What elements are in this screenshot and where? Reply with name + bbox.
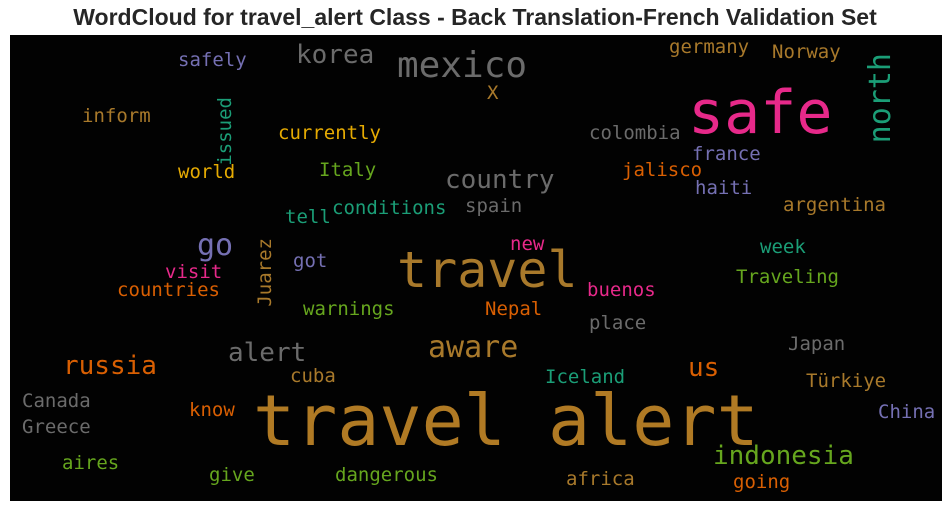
word-colombia: colombia: [589, 122, 681, 144]
word-spain: spain: [465, 195, 523, 217]
word-cuba: cuba: [290, 365, 336, 387]
word-know: know: [189, 399, 235, 421]
word-go: go: [197, 228, 234, 263]
word-haiti: haiti: [695, 177, 753, 199]
word-argentina: argentina: [783, 194, 886, 216]
word-alert: alert: [228, 338, 307, 368]
word-week: week: [760, 236, 806, 258]
word-indonesia: indonesia: [713, 441, 854, 471]
word-korea: korea: [296, 40, 375, 70]
word-travel: travel: [397, 241, 578, 299]
word-visit: visit: [165, 261, 223, 283]
word-aires: aires: [62, 452, 120, 474]
word-traveling: Traveling: [736, 266, 839, 288]
word-cloud-canvas: travel alert travel safe mexico aware country…: [10, 35, 942, 501]
word-t-rkiye: Türkiye: [806, 370, 887, 392]
word-inform: inform: [82, 105, 151, 127]
word-place: place: [589, 312, 647, 334]
word-conditions: conditions: [332, 197, 447, 219]
word-buenos: buenos: [587, 279, 656, 301]
word-france: france: [692, 143, 761, 165]
word-issued: issued: [214, 97, 236, 166]
word-world: world: [178, 161, 236, 183]
word-jalisco: jalisco: [622, 159, 703, 181]
chart-title: WordCloud for travel_alert Class - Back …: [73, 4, 877, 30]
word-china: China: [878, 401, 936, 423]
word-safely: safely: [178, 49, 247, 71]
word-iceland: Iceland: [545, 366, 626, 388]
word-greece: Greece: [22, 416, 91, 438]
word-warnings: warnings: [303, 298, 395, 320]
word-dangerous: dangerous: [335, 464, 438, 486]
word-russia: russia: [63, 351, 157, 381]
word-germany: germany: [669, 36, 750, 58]
word-nepal: Nepal: [485, 298, 543, 320]
word-countries: countries: [117, 279, 220, 301]
word-going: going: [733, 471, 791, 493]
word-us: us: [688, 353, 720, 383]
word-africa: africa: [566, 468, 635, 490]
word-country: country: [445, 165, 555, 195]
word-currently: currently: [278, 122, 381, 144]
word-x: X: [487, 82, 499, 104]
word-give: give: [209, 464, 255, 486]
word-mexico: mexico: [397, 45, 528, 86]
word-travel-alert: travel alert: [253, 380, 759, 462]
word-tell: tell: [285, 206, 331, 228]
word-canada: Canada: [22, 390, 91, 412]
word-juarez: Juarez: [254, 238, 276, 307]
word-got: got: [293, 250, 328, 272]
word-japan: Japan: [788, 333, 846, 355]
word-italy: Italy: [319, 159, 377, 181]
word-new: new: [510, 233, 545, 255]
word-norway: Norway: [772, 41, 841, 63]
word-safe: safe: [688, 78, 833, 148]
word-aware: aware: [428, 330, 519, 365]
word-north: north: [863, 53, 898, 144]
